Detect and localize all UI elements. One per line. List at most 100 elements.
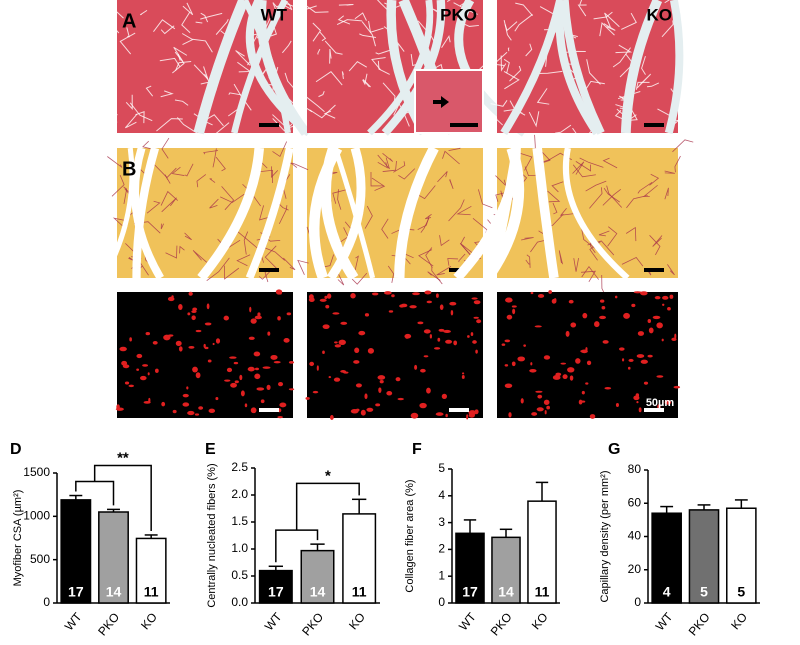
capillary xyxy=(652,315,661,320)
y-tick-label: 0 xyxy=(438,595,445,609)
fiber-edge xyxy=(184,232,192,241)
capillary xyxy=(377,375,386,380)
genotype-label: WT xyxy=(261,5,288,24)
capillary xyxy=(656,322,663,329)
fiber-edge xyxy=(382,160,397,172)
x-tick-label: KO xyxy=(529,610,551,632)
micrograph xyxy=(453,134,694,302)
x-tick-label: KO xyxy=(138,610,160,632)
fiber-edge xyxy=(235,50,251,66)
fiber-edge xyxy=(551,181,564,193)
fiber-edge xyxy=(161,137,170,159)
capillary xyxy=(508,412,512,418)
fiber-edge xyxy=(431,267,443,285)
panel-letter: E xyxy=(205,441,216,458)
septum xyxy=(620,0,663,134)
fiber-edge xyxy=(195,21,203,24)
fiber-edge xyxy=(664,187,669,200)
fiber-edge xyxy=(336,19,363,25)
capillary xyxy=(172,409,177,414)
fiber-edge xyxy=(159,57,181,67)
fiber-edge xyxy=(309,104,336,119)
capillary xyxy=(234,380,239,384)
capillary xyxy=(271,355,276,360)
fiber-edge xyxy=(172,51,185,74)
fiber-edge xyxy=(129,102,153,122)
capillary xyxy=(288,388,295,391)
bar xyxy=(455,532,485,604)
fiber-edge xyxy=(175,60,192,71)
micrograph-bg xyxy=(307,292,483,418)
capillary xyxy=(664,399,672,405)
capillary xyxy=(322,324,330,330)
capillary xyxy=(435,293,439,298)
fiber-edge xyxy=(303,3,329,13)
capillary xyxy=(631,303,636,308)
capillary xyxy=(397,397,404,401)
fiber-edge xyxy=(200,12,223,20)
capillary xyxy=(326,293,332,299)
capillary xyxy=(656,375,664,378)
y-tick-label: 2.5 xyxy=(231,460,248,474)
capillary xyxy=(208,408,216,414)
capillary xyxy=(546,405,550,410)
micrograph xyxy=(101,137,298,283)
capillary xyxy=(215,338,221,344)
scale-bar xyxy=(644,268,664,272)
fiber-edge xyxy=(604,12,620,28)
fiber-edge xyxy=(555,124,572,134)
y-tick-label: 0 xyxy=(43,595,50,609)
capillary xyxy=(647,354,653,358)
capillary xyxy=(229,356,237,359)
fiber-edge xyxy=(263,247,286,261)
fiber-edge xyxy=(354,255,359,271)
fiber-edge xyxy=(284,72,295,89)
capillary xyxy=(187,410,195,416)
fiber-edge xyxy=(160,223,164,230)
capillary xyxy=(636,354,645,358)
fiber-edge xyxy=(184,163,194,177)
septum xyxy=(555,0,601,136)
capillary xyxy=(445,413,448,418)
capillary xyxy=(628,358,634,362)
capillary xyxy=(239,374,243,381)
scale-bar xyxy=(259,268,279,272)
capillary xyxy=(570,322,577,328)
fiber-edge xyxy=(635,81,650,90)
capillary xyxy=(147,372,150,376)
fiber-edge xyxy=(641,55,646,75)
y-tick-label: 20 xyxy=(628,562,642,576)
capillary xyxy=(435,412,444,416)
fiber-edge xyxy=(348,61,368,72)
fiber-edge xyxy=(258,269,272,280)
scale-bar-label: 50µm xyxy=(646,397,675,409)
capillary xyxy=(567,367,575,373)
capillary xyxy=(366,407,374,412)
capillary xyxy=(192,307,198,312)
bar xyxy=(258,569,293,604)
capillary xyxy=(224,379,231,382)
fiber-edge xyxy=(599,21,615,37)
capillary xyxy=(599,299,605,303)
capillary xyxy=(140,375,147,381)
capillary xyxy=(161,401,166,407)
x-tick-label: PKO xyxy=(686,610,713,638)
fiber-edge xyxy=(264,245,280,272)
septum xyxy=(327,146,366,281)
capillary xyxy=(636,401,639,404)
capillary xyxy=(512,308,516,315)
capillary xyxy=(623,312,630,319)
fiber-edge xyxy=(515,2,533,17)
fiber-edge xyxy=(272,141,288,158)
fiber-edge xyxy=(212,148,217,168)
capillary xyxy=(543,399,550,405)
fiber-edge xyxy=(196,174,207,188)
y-tick-label: 3 xyxy=(438,515,445,529)
scale-bar xyxy=(449,408,469,412)
bar-n-label: 17 xyxy=(68,584,84,600)
fiber-edge xyxy=(173,46,188,62)
capillary xyxy=(178,304,183,310)
septum xyxy=(193,0,249,135)
capillary xyxy=(504,364,509,367)
septum xyxy=(242,0,291,134)
